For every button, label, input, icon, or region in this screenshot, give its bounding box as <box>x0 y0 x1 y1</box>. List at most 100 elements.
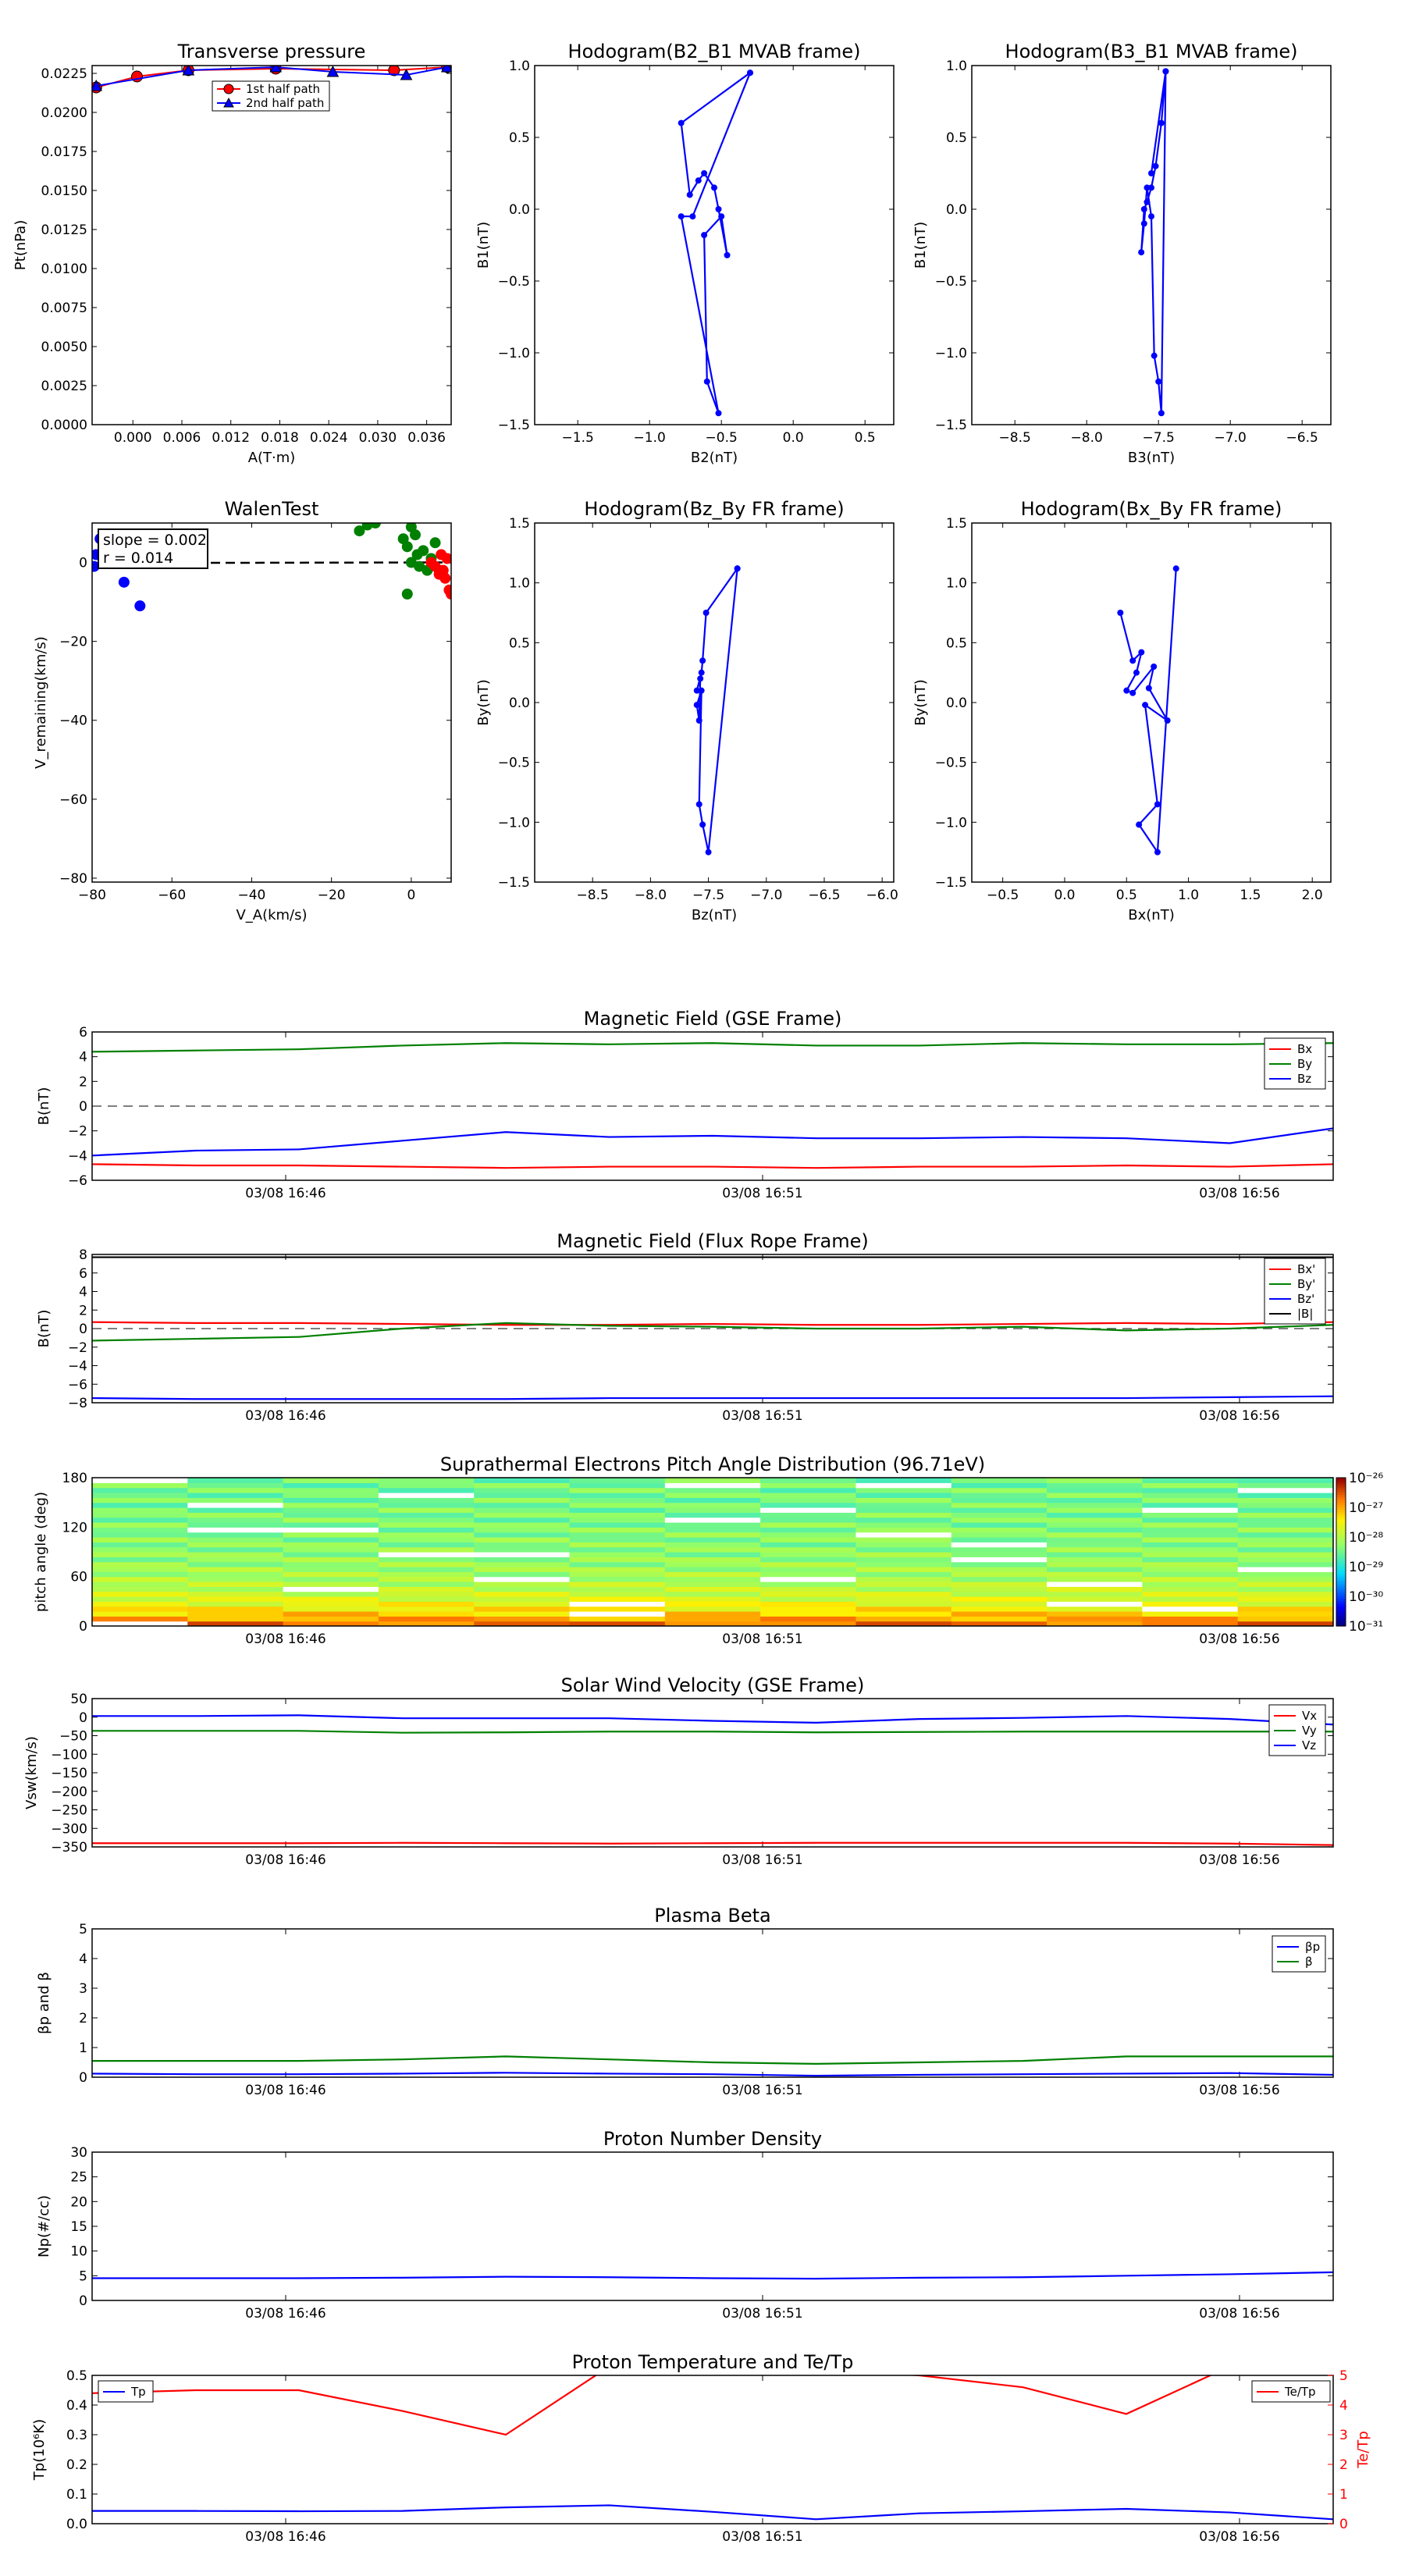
np-plot <box>92 2271 1333 2280</box>
np-ylabel: Np(#/cc) <box>36 2195 52 2258</box>
h2-ytick-label: −1.5 <box>935 418 967 433</box>
pad-colorbar-swatch <box>1336 1608 1346 1612</box>
pad-cell <box>1142 1571 1239 1578</box>
h2-axes <box>971 65 1332 425</box>
pad-cell <box>92 1502 188 1508</box>
pad-colorbar-swatch <box>1336 1618 1346 1622</box>
pad-colorbar-swatch <box>1336 1621 1346 1624</box>
vsw-ytick-label: −150 <box>51 1766 87 1781</box>
pad-cell <box>951 1561 1048 1567</box>
pad-cell <box>1047 1527 1143 1533</box>
walen-panel: WalenTest −80 −60 −40 −20 0 −80 −60 −40 −20 0 V_A(k… <box>33 498 452 923</box>
h3-point <box>705 849 712 856</box>
pad-colorbar-swatch <box>1336 1534 1346 1538</box>
h4-xtick-label: −0.5 <box>987 888 1019 903</box>
pad-cell <box>855 1478 952 1483</box>
pad-xtick-label: 03/08 16:46 <box>245 1631 325 1647</box>
pad-cell <box>378 1507 475 1513</box>
h4-ylabel: By(nT) <box>912 679 929 725</box>
pad-cell <box>1142 1522 1239 1528</box>
pad-cell <box>760 1537 857 1542</box>
bfr-title: Magnetic Field (Flux Rope Frame) <box>557 1230 868 1252</box>
pad-cell <box>474 1546 571 1553</box>
pad-cell <box>283 1502 379 1508</box>
h3-xtick-label: −6.0 <box>866 888 898 903</box>
pad-colorbar-swatch <box>1336 1514 1346 1518</box>
pad-cell <box>760 1507 857 1513</box>
pad-cell <box>474 1586 571 1592</box>
pad-colorbar-frame <box>1336 1477 1346 1627</box>
pad-cell <box>1047 1561 1143 1567</box>
pad-cell <box>855 1493 952 1498</box>
pad-cell <box>951 1621 1048 1626</box>
pad-cell <box>855 1537 952 1542</box>
pad-cell <box>1142 1482 1239 1489</box>
pad-cell <box>664 1482 761 1489</box>
pad-cell <box>664 1571 761 1578</box>
tp-ytick-label: 0.2 <box>66 2457 87 2473</box>
h2-point <box>1148 184 1154 191</box>
pad-cell <box>569 1616 666 1622</box>
pad-cell <box>569 1537 666 1542</box>
pad-cell <box>378 1532 475 1538</box>
h1-xtick-label: 0.0 <box>783 430 804 446</box>
pad-cell <box>569 1576 666 1582</box>
pad-colorbar-swatch <box>1336 1571 1346 1575</box>
pad-cell <box>378 1542 475 1548</box>
pad-cell <box>92 1537 188 1542</box>
vsw-axes <box>91 1698 1334 1848</box>
pad-cell <box>1047 1591 1143 1597</box>
h2-xlabel: B3(nT) <box>1128 450 1175 466</box>
pad-ytick-label: 60 <box>70 1570 87 1585</box>
vsw-ytick-label: 0 <box>79 1710 87 1726</box>
h2-point <box>1152 162 1159 169</box>
pad-cell <box>378 1591 475 1597</box>
h4-point <box>1142 702 1149 709</box>
vsw-ytick-label: −250 <box>51 1803 87 1819</box>
pad-colorbar-swatch <box>1336 1500 1346 1503</box>
bgse-ytick-label: 4 <box>79 1050 87 1066</box>
pad-cell <box>1237 1601 1333 1607</box>
pad-cell <box>664 1557 761 1563</box>
pad-cell <box>187 1522 284 1528</box>
pad-cell <box>1047 1482 1143 1489</box>
pad-colorbar-label: 10⁻²⁹ <box>1349 1560 1383 1575</box>
pad-cell <box>664 1507 761 1513</box>
walen-plot <box>92 523 451 612</box>
vsw-ytick-label: −350 <box>51 1840 87 1856</box>
pad-cell <box>664 1616 761 1622</box>
pad-cell <box>187 1512 284 1518</box>
bgse-ytick-label: 6 <box>79 1025 87 1041</box>
pad-cell <box>664 1542 761 1548</box>
pad-cell <box>760 1493 857 1498</box>
pad-colorbar-swatch <box>1336 1539 1346 1542</box>
h2-xtick-label: −6.5 <box>1286 430 1318 446</box>
bfr-xtick-label: 03/08 16:51 <box>722 1408 802 1424</box>
pad-cell <box>1047 1606 1143 1612</box>
pad-cell <box>187 1537 284 1542</box>
pad-cell <box>283 1507 379 1513</box>
pad-cell <box>569 1586 666 1592</box>
h3-point <box>697 675 704 682</box>
h1-point <box>695 177 702 184</box>
bgse-ytick-label: 2 <box>79 1074 87 1090</box>
pad-cell <box>855 1502 952 1508</box>
pad-title: Suprathermal Electrons Pitch Angle Distr… <box>440 1453 985 1475</box>
vsw-legend-label: Vx <box>1302 1709 1317 1723</box>
pad-cell <box>187 1478 284 1483</box>
pad-colorbar-swatch <box>1336 1502 1346 1506</box>
pad-cell <box>1047 1576 1143 1582</box>
pad-cell <box>283 1542 379 1548</box>
tp-xtick-label: 03/08 16:56 <box>1199 2529 1279 2545</box>
pad-cell <box>951 1576 1048 1582</box>
pad-colorbar-swatch <box>1336 1489 1346 1493</box>
walen-xtick-label: −40 <box>237 888 265 903</box>
pad-cell <box>1047 1522 1143 1528</box>
pad-cell <box>474 1512 571 1518</box>
pad-cell <box>1142 1546 1239 1553</box>
h2-point <box>1158 119 1165 126</box>
pad-cell <box>1142 1582 1239 1587</box>
bgse-ytick-label: −6 <box>68 1173 87 1189</box>
beta-ytick-label: 2 <box>79 2011 87 2026</box>
